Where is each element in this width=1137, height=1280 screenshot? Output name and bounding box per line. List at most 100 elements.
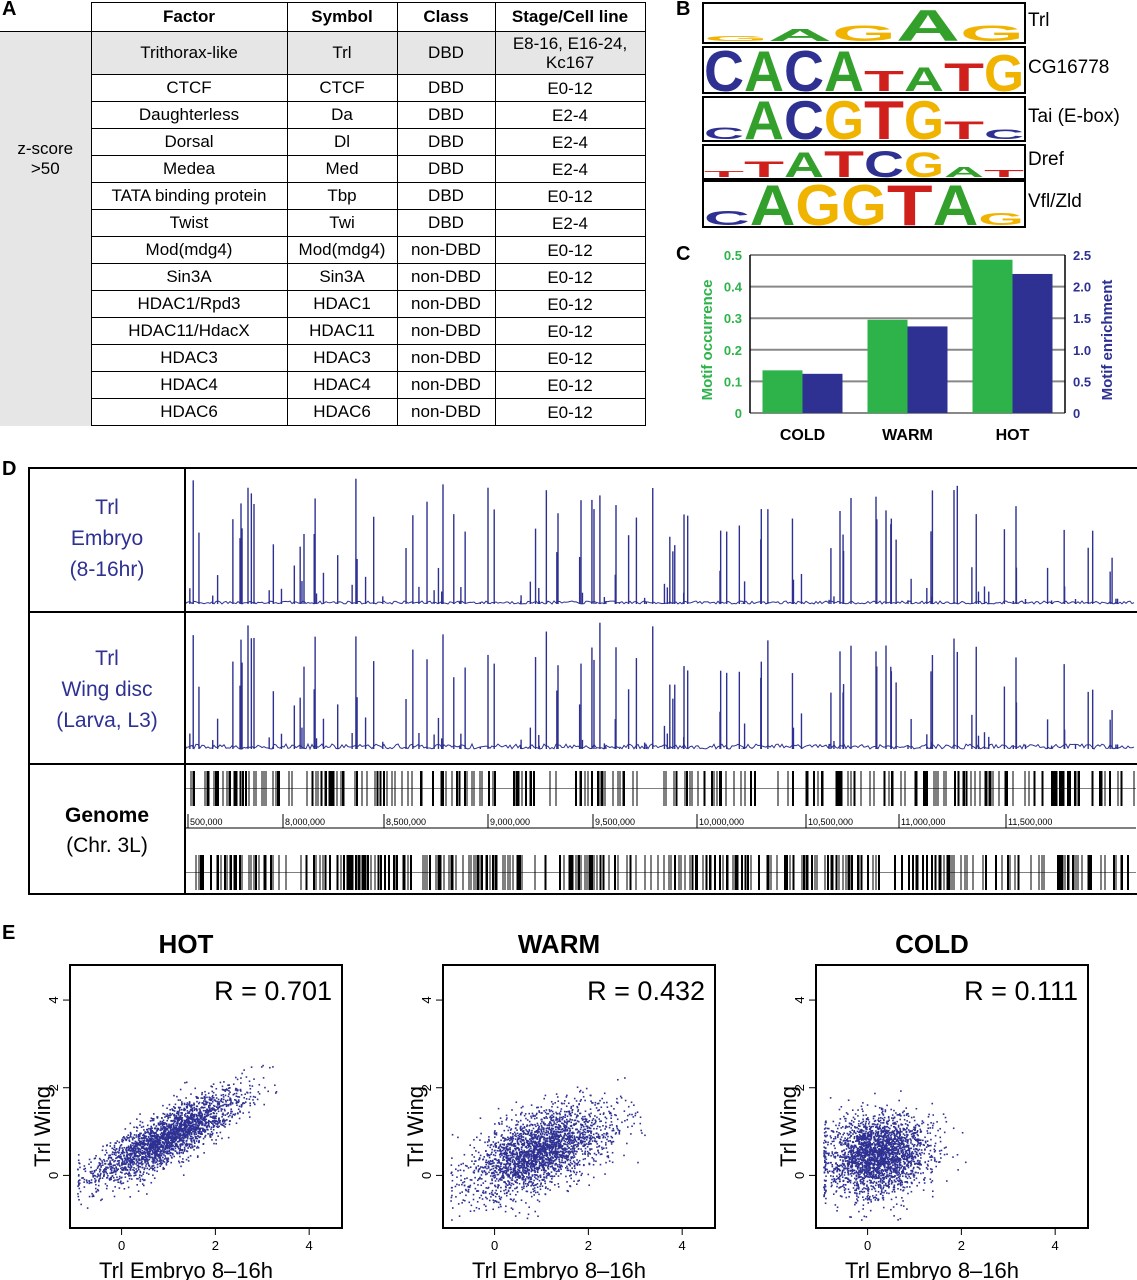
scatter-point xyxy=(513,1131,516,1134)
scatter-point xyxy=(178,1161,181,1164)
scatter-point xyxy=(560,1168,562,1171)
scatter-point xyxy=(470,1179,473,1181)
scatter-point xyxy=(624,1077,626,1079)
scatter-point xyxy=(566,1128,568,1131)
scatter-point xyxy=(147,1162,149,1165)
scatter-point xyxy=(168,1149,170,1152)
track-label-wing: Trl Wing disc (Larva, L3) xyxy=(30,643,184,736)
scatter-point xyxy=(553,1121,555,1123)
scatter-point xyxy=(172,1153,174,1156)
scatter-point xyxy=(176,1133,179,1136)
scatter-point xyxy=(521,1173,523,1176)
scatter-point xyxy=(503,1171,506,1174)
scatter-point xyxy=(186,1114,189,1117)
scatter-point xyxy=(161,1122,164,1125)
scatter-point xyxy=(159,1156,162,1159)
scatter-point xyxy=(545,1109,548,1111)
scatter-point xyxy=(157,1148,159,1150)
scatter-point xyxy=(502,1170,505,1173)
scatter-point xyxy=(164,1151,167,1153)
scatter-point xyxy=(593,1136,595,1139)
scatter-point xyxy=(93,1171,96,1173)
scatter-point xyxy=(606,1151,609,1153)
scatter-point xyxy=(169,1154,172,1157)
scatter-point xyxy=(557,1130,559,1133)
scatter-point xyxy=(171,1140,173,1143)
motif-letter-glyph: T xyxy=(864,65,904,92)
scatter-point xyxy=(545,1140,548,1142)
scatter-point xyxy=(131,1152,134,1154)
scatter-point xyxy=(169,1128,172,1130)
scatter-point xyxy=(178,1151,181,1154)
scatter-point xyxy=(160,1146,163,1148)
scatter-point xyxy=(137,1148,140,1151)
scatter-point xyxy=(172,1144,174,1147)
scatter-point xyxy=(501,1176,503,1179)
scatter-point xyxy=(152,1138,155,1141)
scatter-point xyxy=(155,1140,158,1142)
scatter-point xyxy=(507,1138,510,1141)
scatter-point xyxy=(520,1162,523,1165)
scatter-point xyxy=(528,1112,531,1115)
scatter-point xyxy=(165,1162,168,1165)
scatter-point xyxy=(186,1143,188,1146)
scatter-point xyxy=(91,1170,93,1173)
scatter-point xyxy=(554,1141,556,1144)
scatter-point xyxy=(554,1153,557,1156)
scatter-point xyxy=(118,1160,121,1162)
scatter-point xyxy=(221,1120,224,1123)
scatter-point xyxy=(200,1112,203,1114)
scatter-point xyxy=(128,1139,131,1141)
cell-symbol: CTCF xyxy=(286,74,398,102)
scatter-point xyxy=(187,1129,189,1132)
scatter-point xyxy=(185,1136,187,1138)
scatter-point xyxy=(562,1137,565,1140)
scatter-point xyxy=(103,1169,105,1172)
scatter-point xyxy=(532,1184,535,1187)
scatter-point xyxy=(153,1127,156,1130)
scatter-point xyxy=(115,1167,118,1170)
scatter-point xyxy=(150,1125,153,1128)
scatter-point xyxy=(582,1158,585,1161)
scatter-point xyxy=(457,1169,459,1172)
scatter-point xyxy=(162,1142,164,1144)
scatter-point xyxy=(522,1136,525,1138)
scatter-point xyxy=(147,1135,150,1138)
correlation-label: R = 0.432 xyxy=(587,976,705,1006)
scatter-point xyxy=(480,1184,483,1187)
scatter-point xyxy=(207,1119,210,1122)
scatter-point xyxy=(226,1103,228,1106)
scatter-point xyxy=(126,1168,129,1171)
scatter-point xyxy=(127,1145,130,1148)
scatter-point xyxy=(172,1138,175,1140)
scatter-point xyxy=(521,1159,524,1161)
scatter-point xyxy=(235,1095,238,1097)
scatter-point xyxy=(177,1160,180,1163)
scatter-point xyxy=(156,1134,159,1137)
motif-letter: A xyxy=(784,146,824,178)
scatter-point xyxy=(127,1134,129,1137)
cell-stage: E2-4 xyxy=(494,209,646,237)
scatter-point xyxy=(224,1089,227,1091)
scatter-point xyxy=(522,1130,525,1132)
scatter-point xyxy=(624,1119,626,1122)
scatter-point xyxy=(156,1159,159,1162)
scatter-point xyxy=(136,1127,139,1129)
scatter-point xyxy=(451,1179,454,1182)
scatter-point xyxy=(499,1169,502,1172)
scatter-point xyxy=(522,1170,524,1173)
scatter-point xyxy=(607,1140,610,1142)
scatter-point xyxy=(176,1131,179,1134)
scatter-point xyxy=(144,1156,147,1159)
scatter-point xyxy=(494,1176,497,1178)
scatter-point xyxy=(168,1143,171,1146)
scatter-point xyxy=(84,1167,87,1170)
scatter-point xyxy=(122,1149,124,1151)
scatter-point xyxy=(207,1124,210,1127)
scatter-point xyxy=(514,1134,516,1137)
scatter-point xyxy=(510,1168,513,1171)
scatter-point xyxy=(583,1138,586,1140)
scatter-point xyxy=(132,1168,134,1171)
scatter-point xyxy=(143,1142,145,1144)
scatter-point xyxy=(514,1133,517,1135)
